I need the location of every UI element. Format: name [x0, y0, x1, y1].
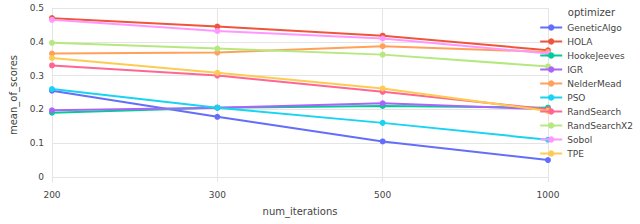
svg-text:mean_of_scores: mean_of_scores [8, 55, 20, 135]
svg-text:0.4: 0.4 [30, 37, 45, 47]
svg-text:IGR: IGR [567, 65, 583, 75]
svg-text:Sobol: Sobol [567, 135, 592, 145]
svg-text:300: 300 [209, 190, 226, 200]
svg-text:NelderMead: NelderMead [567, 79, 621, 89]
svg-text:1000: 1000 [537, 190, 560, 200]
svg-text:RandSearchX2: RandSearchX2 [567, 121, 633, 131]
svg-text:TPE: TPE [566, 149, 584, 159]
svg-text:200: 200 [43, 190, 60, 200]
svg-text:optimizer: optimizer [568, 7, 616, 18]
svg-text:0.5: 0.5 [30, 3, 44, 13]
svg-text:HOLA: HOLA [567, 37, 593, 47]
svg-text:PSO: PSO [567, 93, 585, 103]
svg-text:0.2: 0.2 [30, 104, 44, 114]
svg-text:0.1: 0.1 [30, 138, 44, 148]
svg-text:0.3: 0.3 [30, 71, 44, 81]
svg-text:HookeJeeves: HookeJeeves [567, 51, 625, 61]
svg-text:GeneticAlgo: GeneticAlgo [567, 23, 622, 33]
svg-text:500: 500 [374, 190, 391, 200]
svg-text:RandSearch: RandSearch [567, 107, 621, 117]
svg-text:0: 0 [38, 172, 44, 182]
svg-text:num_iterations: num_iterations [263, 206, 338, 218]
